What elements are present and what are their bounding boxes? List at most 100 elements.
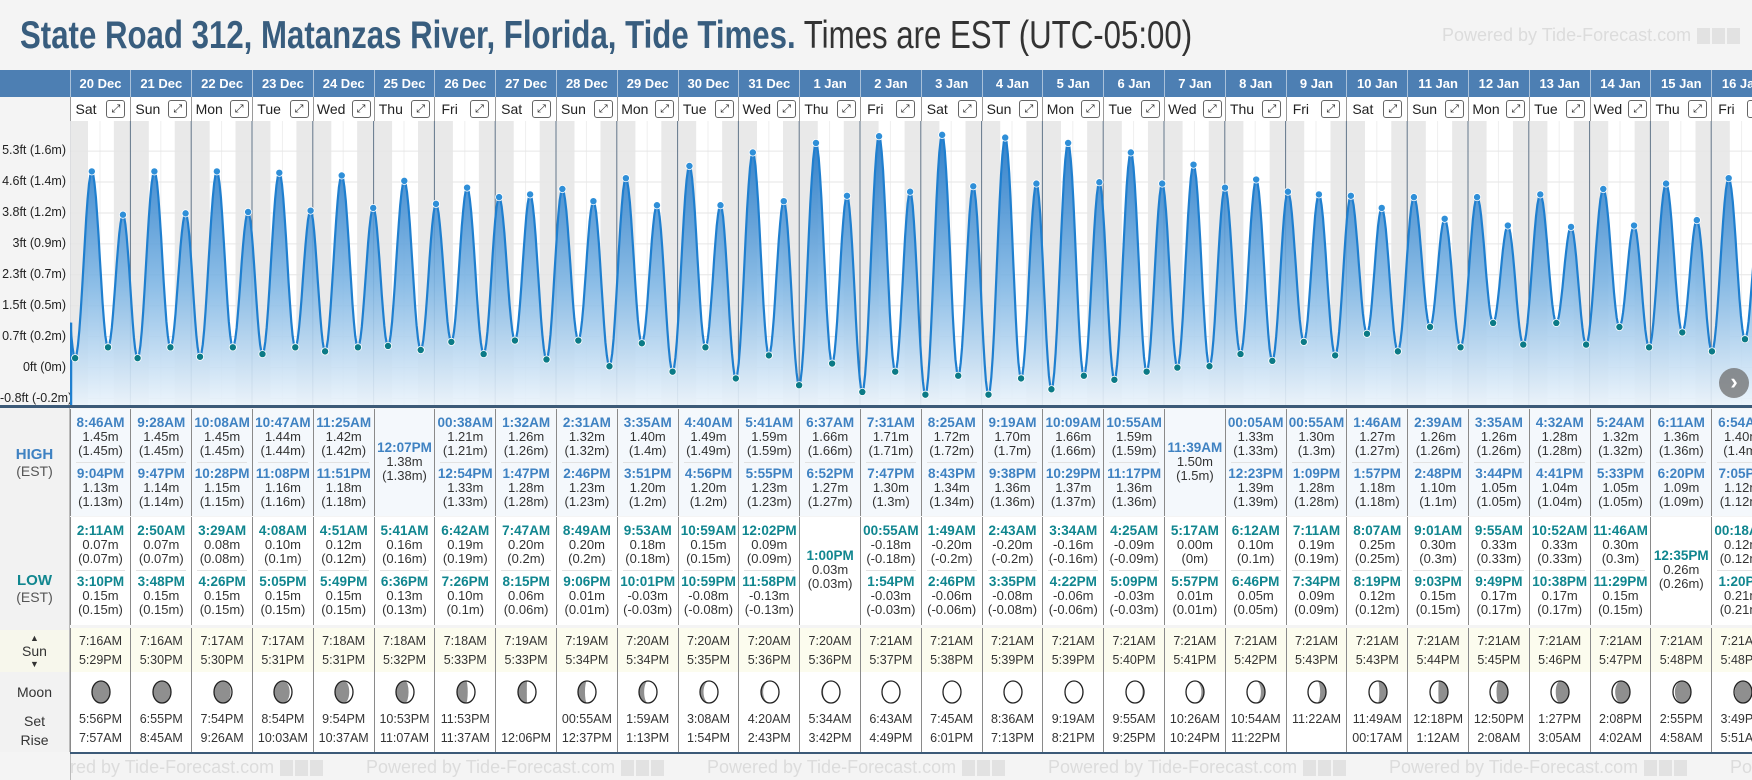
tide-time: 11:39AM xyxy=(1167,440,1223,455)
tide-time: 7:31AM xyxy=(866,415,915,430)
high-tide-entry: 00:05AM 1.33m (1.33m) xyxy=(1226,415,1286,458)
moon-cell: 7:54PM 9:26AM xyxy=(191,672,252,752)
expand-day-icon[interactable]: ⤢ xyxy=(1628,100,1648,118)
tide-height: -0.06m xyxy=(931,588,972,603)
sun-cell: 7:21AM 5:47PM xyxy=(1589,628,1651,672)
tide-height: 1.26m xyxy=(1420,429,1457,444)
entry-separator xyxy=(1230,570,1281,571)
tide-curve xyxy=(70,131,1752,399)
high-tide-entry: 9:04PM 1.13m (1.13m) xyxy=(71,466,131,509)
low-tide-point xyxy=(196,352,205,361)
expand-day-icon[interactable]: ⤢ xyxy=(1080,100,1100,118)
expand-day-icon[interactable]: ⤢ xyxy=(1202,100,1222,118)
expand-day-icon[interactable]: ⤢ xyxy=(289,100,309,118)
tide-time: 2:39AM xyxy=(1414,415,1463,430)
y-axis-label: 3ft (0.9m) xyxy=(12,235,67,250)
high-tide-point xyxy=(652,201,661,210)
high-tide-cell: 6:11AM 1.36m (1.36m) 6:20PM 1.09m (1.09m) xyxy=(1650,409,1712,516)
expand-day-icon[interactable]: ⤢ xyxy=(1445,100,1465,118)
expand-day-icon[interactable]: ⤢ xyxy=(593,100,613,118)
sun-cell: 7:18AM 5:31PM xyxy=(312,628,374,672)
date-header: 13 Jan xyxy=(1528,70,1590,97)
expand-day-icon[interactable]: ⤢ xyxy=(715,100,735,118)
moon-phase-icon xyxy=(942,680,962,704)
expand-day-icon[interactable]: ⤢ xyxy=(895,100,915,118)
moon-phase-icon xyxy=(1672,680,1692,704)
low-tide-point xyxy=(828,359,837,368)
expand-day-icon[interactable]: ⤢ xyxy=(1746,100,1752,118)
tide-height: 1.28m xyxy=(1298,480,1335,495)
low-tide-point xyxy=(1678,328,1687,337)
expand-day-icon[interactable]: ⤢ xyxy=(1140,100,1160,118)
expand-day-icon[interactable]: ⤢ xyxy=(1383,100,1403,118)
high-tide-point xyxy=(1001,133,1010,142)
high-tide-point xyxy=(1126,148,1135,157)
tide-chart xyxy=(70,121,1752,405)
tide-height: 1.04m xyxy=(1541,480,1578,495)
tide-height: 0.18m xyxy=(629,537,666,552)
expand-day-icon[interactable]: ⤢ xyxy=(1688,100,1707,118)
tide-height: 1.21m xyxy=(447,429,484,444)
sunrise-time: 7:17AM xyxy=(200,634,244,648)
date-header: 24 Dec xyxy=(312,70,374,97)
expand-day-icon[interactable]: ⤢ xyxy=(1566,100,1586,118)
expand-day-icon[interactable]: ⤢ xyxy=(229,100,249,118)
expand-day-icon[interactable]: ⤢ xyxy=(1262,100,1282,118)
expand-day-icon[interactable]: ⤢ xyxy=(1506,100,1526,118)
tide-height-alt: (0.07m) xyxy=(138,551,184,566)
expand-day-icon[interactable]: ⤢ xyxy=(532,100,552,118)
tide-height-alt: (1.59m) xyxy=(1111,443,1157,458)
expand-day-icon[interactable]: ⤢ xyxy=(470,100,490,118)
tide-time: 00:55AM xyxy=(1288,415,1345,430)
tide-height: 0.06m xyxy=(508,588,545,603)
expand-day-icon[interactable]: ⤢ xyxy=(957,100,977,118)
date-header: 5 Jan xyxy=(1042,70,1103,97)
high-tide-point xyxy=(432,199,441,208)
moon-dark xyxy=(1003,681,1022,703)
date-header: 26 Dec xyxy=(434,70,495,97)
expand-day-icon[interactable]: ⤢ xyxy=(655,100,675,118)
next-days-button[interactable]: › xyxy=(1719,368,1749,398)
moon-lit xyxy=(161,681,171,703)
sunset-time: 5:43PM xyxy=(1355,653,1399,667)
moon-outline xyxy=(334,680,354,704)
high-tide-cell: 00:38AM 1.21m (1.21m) 12:54PM 1.33m (1.33m) xyxy=(434,409,496,516)
moon-phase-icon xyxy=(577,680,598,704)
low-tide-entry: 8:19PM 0.12m (0.12m) xyxy=(1347,574,1407,617)
high-tide-entry: 2:39AM 1.26m (1.26m) xyxy=(1408,415,1468,458)
tide-time: 10:09AM xyxy=(1045,415,1102,430)
tide-height: 0.12m xyxy=(1359,588,1396,603)
low-tide-entry: 4:51AM 0.12m (0.12m) xyxy=(314,523,374,566)
expand-day-icon[interactable]: ⤢ xyxy=(351,100,371,118)
low-tide-point xyxy=(166,343,175,352)
low-tide-entry: 9:53AM 0.18m (0.18m) xyxy=(618,523,678,566)
weekday-label: Wed xyxy=(742,101,771,117)
tide-height: 1.49m xyxy=(690,429,727,444)
expand-day-icon[interactable]: ⤢ xyxy=(836,100,856,118)
sun-cell: 7:21AM 5:44PM xyxy=(1407,628,1468,672)
tide-time: 12:35PM xyxy=(1653,548,1709,563)
expand-day-icon[interactable]: ⤢ xyxy=(106,100,126,118)
expand-day-icon[interactable]: ⤢ xyxy=(1321,100,1341,118)
weekday-cell: Fri ⤢ xyxy=(1711,97,1752,121)
high-tide-entry: 3:51PM 1.20m (1.2m) xyxy=(618,466,678,509)
low-tide-entry: 1:54PM -0.03m (-0.03m) xyxy=(861,574,921,617)
tide-height-alt: (0.15m) xyxy=(260,602,306,617)
expand-day-icon[interactable]: ⤢ xyxy=(168,100,188,118)
low-tide-point xyxy=(1615,323,1624,332)
expand-day-icon[interactable]: ⤢ xyxy=(411,100,431,118)
sunset-time: 5:47PM xyxy=(1598,653,1643,667)
expand-day-icon[interactable]: ⤢ xyxy=(1019,100,1039,118)
tide-forecast-logo-icon xyxy=(621,759,665,776)
entry-separator xyxy=(318,570,369,571)
tide-height-alt: (0.3m) xyxy=(1419,551,1457,566)
sunrise-time: 7:21AM xyxy=(1234,634,1278,648)
tide-height: 1.66m xyxy=(1055,429,1092,444)
expand-day-icon[interactable]: ⤢ xyxy=(777,100,797,118)
low-tide-entry: 3:10PM 0.15m (0.15m) xyxy=(71,574,131,617)
moon-lit xyxy=(1247,681,1262,703)
low-tide-entry: 8:15PM 0.06m (0.06m) xyxy=(496,574,556,617)
low-tide-entry: 3:48PM 0.15m (0.15m) xyxy=(131,574,191,617)
tide-time: 10:08AM xyxy=(194,415,250,430)
moon-cell: 10:54AM 11:22PM xyxy=(1224,672,1286,752)
